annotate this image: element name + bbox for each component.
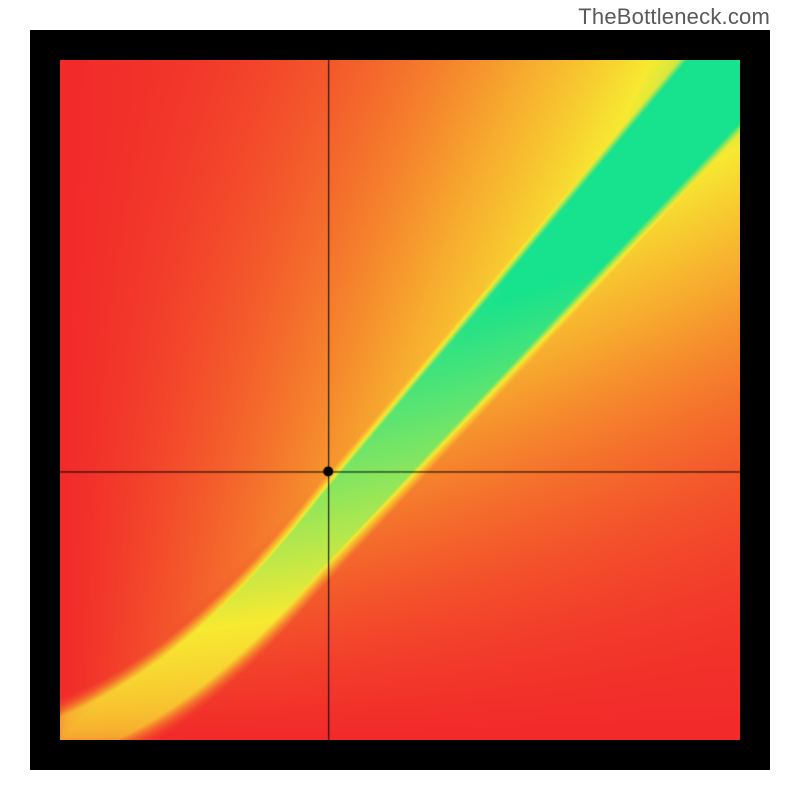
chart-frame (30, 30, 770, 770)
watermark-text: TheBottleneck.com (578, 4, 770, 30)
heatmap-canvas (60, 60, 740, 740)
root: TheBottleneck.com (0, 0, 800, 800)
